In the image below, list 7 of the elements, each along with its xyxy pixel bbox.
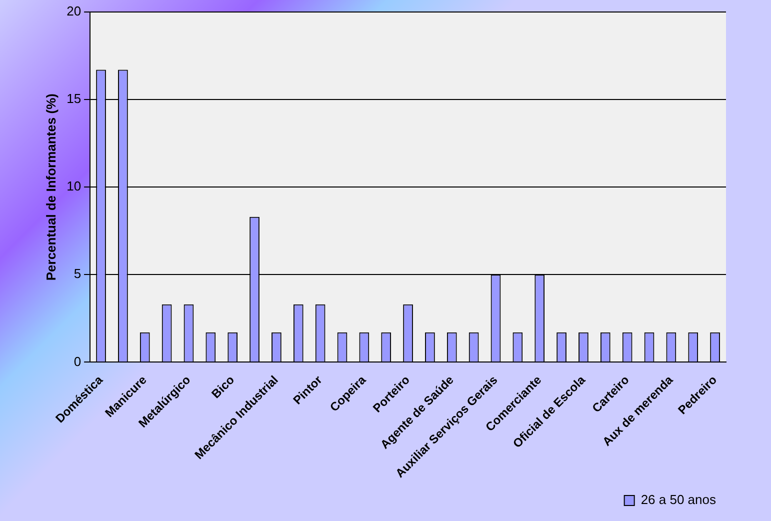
y-tick-label: 5	[74, 266, 82, 282]
y-tick-label: 10	[66, 178, 82, 194]
y-tick-label: 20	[66, 4, 82, 19]
legend-label: 26 a 50 anos	[640, 492, 716, 508]
y-tick-label: 15	[66, 91, 82, 106]
y-tick-label: 0	[74, 354, 82, 369]
y-axis-title: Percentual de Informantes (%)	[43, 94, 58, 281]
